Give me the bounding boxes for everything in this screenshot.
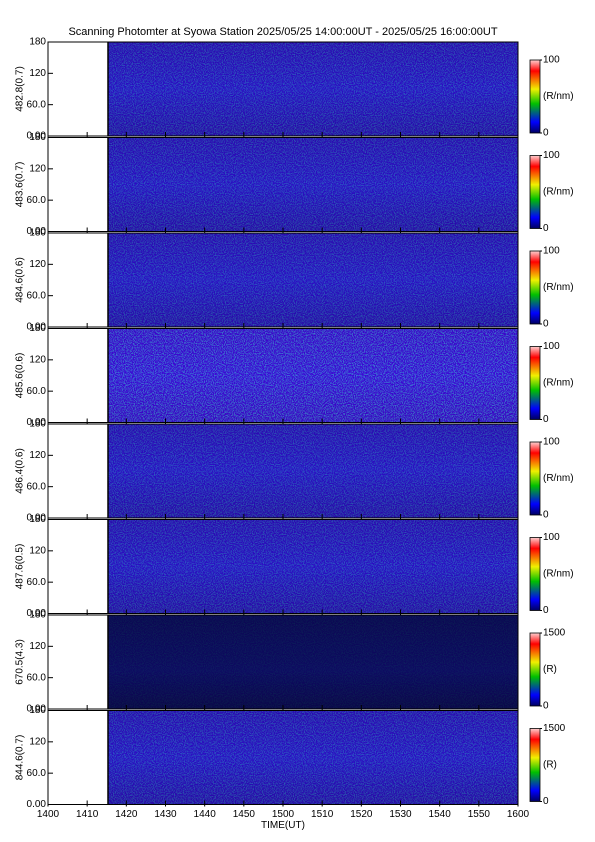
y-tick-label: 180 xyxy=(29,37,46,48)
y-tick-label: 120 xyxy=(29,163,46,174)
colorbar xyxy=(529,59,541,134)
y-tick-label: 60.0 xyxy=(27,99,47,110)
y-tick-label: 60.0 xyxy=(27,195,47,206)
y-tick-label: 0.00 xyxy=(27,226,47,237)
x-tick-label: 1450 xyxy=(233,809,256,820)
y-tick-label: 60.0 xyxy=(27,290,47,301)
y-tick-label: 0.00 xyxy=(27,799,47,810)
y-tick-label: 120 xyxy=(29,736,46,747)
x-tick-label: 1410 xyxy=(76,809,99,820)
colorbar xyxy=(529,155,541,229)
x-tick-label: 1530 xyxy=(389,809,412,820)
y-tick-label: 180 xyxy=(29,514,46,525)
colorbar xyxy=(529,632,541,707)
y-axis-label: 484.6(0.6) xyxy=(15,257,26,303)
x-tick-label: 1430 xyxy=(154,809,177,820)
colorbar-unit: (R) xyxy=(543,760,557,771)
colorbar xyxy=(529,537,541,611)
y-axis-label: 486.4(0.6) xyxy=(15,448,26,494)
colorbar-tick-label: 100 xyxy=(543,341,560,352)
y-axis-label: 487.6(0.5) xyxy=(15,544,26,590)
colorbar-unit: (R/nm) xyxy=(543,569,574,580)
y-tick-label: 0.00 xyxy=(27,322,47,333)
colorbar-tick-label: 100 xyxy=(543,150,560,161)
colorbar xyxy=(529,728,541,802)
y-tick-label: 0.00 xyxy=(27,704,47,715)
y-tick-label: 0.00 xyxy=(27,131,47,142)
y-tick-label: 60.0 xyxy=(27,672,47,683)
heatmap-noise xyxy=(108,710,518,805)
colorbar xyxy=(529,346,541,420)
colorbar-unit: (R/nm) xyxy=(543,91,574,102)
y-tick-label: 180 xyxy=(29,419,46,430)
colorbar-tick-label: 0 xyxy=(543,510,549,521)
x-tick-label: 1510 xyxy=(311,809,334,820)
colorbar-unit: (R/nm) xyxy=(543,187,574,198)
colorbar-tick-label: 100 xyxy=(543,55,560,66)
y-axis-label: 482.8(0.7) xyxy=(15,66,26,112)
colorbar xyxy=(529,250,541,325)
x-tick-label: 1600 xyxy=(507,809,530,820)
y-tick-label: 60.0 xyxy=(27,386,47,397)
colorbar-tick-label: 0 xyxy=(543,701,549,712)
y-tick-label: 0.00 xyxy=(27,608,47,619)
y-tick-label: 60.0 xyxy=(27,768,47,779)
y-axis-label: 844.6(0.7) xyxy=(15,735,26,781)
x-tick-label: 1440 xyxy=(194,809,217,820)
heatmap-noise xyxy=(108,328,518,423)
x-tick-label: 1400 xyxy=(37,809,60,820)
y-tick-label: 120 xyxy=(29,259,46,270)
y-axis-label: 483.6(0.7) xyxy=(15,162,26,208)
colorbar-tick-label: 0 xyxy=(543,128,549,139)
colorbar-unit: (R/nm) xyxy=(543,378,574,389)
y-tick-label: 60.0 xyxy=(27,481,47,492)
y-tick-label: 0.00 xyxy=(27,513,47,524)
x-tick-label: 1420 xyxy=(115,809,138,820)
colorbar-tick-label: 100 xyxy=(543,437,560,448)
colorbar-tick-label: 0 xyxy=(543,319,549,330)
y-tick-label: 180 xyxy=(29,610,46,621)
heatmap-noise xyxy=(108,137,518,232)
y-tick-label: 120 xyxy=(29,545,46,556)
x-tick-label: 1540 xyxy=(429,809,452,820)
y-axis-label: 485.6(0.6) xyxy=(15,353,26,399)
colorbar-tick-label: 100 xyxy=(543,532,560,543)
colorbar-tick-label: 1500 xyxy=(543,628,566,639)
y-tick-label: 180 xyxy=(29,705,46,716)
y-tick-label: 120 xyxy=(29,641,46,652)
y-axis-label: 670.5(4.3) xyxy=(15,639,26,685)
y-tick-label: 120 xyxy=(29,450,46,461)
x-axis-label: TIME(UT) xyxy=(261,820,305,831)
colorbar-tick-label: 0 xyxy=(543,796,549,807)
heatmap-noise xyxy=(108,233,518,327)
colorbar-tick-label: 1500 xyxy=(543,723,566,734)
heatmap-noise xyxy=(108,424,518,518)
x-tick-label: 1520 xyxy=(350,809,373,820)
colorbar-unit: (R/nm) xyxy=(543,282,574,293)
colorbar-tick-label: 0 xyxy=(543,223,549,234)
x-tick-label: 1550 xyxy=(468,809,491,820)
heatmap-noise xyxy=(108,42,518,136)
y-tick-label: 180 xyxy=(29,228,46,239)
y-tick-label: 0.00 xyxy=(27,417,47,428)
heatmap-noise xyxy=(108,519,518,614)
heatmap-noise xyxy=(108,615,518,709)
y-tick-label: 120 xyxy=(29,68,46,79)
colorbar-tick-label: 0 xyxy=(543,605,549,616)
chart-title: Scanning Photomter at Syowa Station 2025… xyxy=(68,26,497,38)
y-tick-label: 180 xyxy=(29,323,46,334)
colorbar-unit: (R/nm) xyxy=(543,473,574,484)
colorbar-tick-label: 0 xyxy=(543,414,549,425)
y-tick-label: 120 xyxy=(29,354,46,365)
x-tick-label: 1500 xyxy=(272,809,295,820)
colorbar-unit: (R) xyxy=(543,664,557,675)
y-tick-label: 60.0 xyxy=(27,577,47,588)
y-tick-label: 180 xyxy=(29,132,46,143)
colorbar-tick-label: 100 xyxy=(543,246,560,257)
colorbar xyxy=(529,441,541,516)
